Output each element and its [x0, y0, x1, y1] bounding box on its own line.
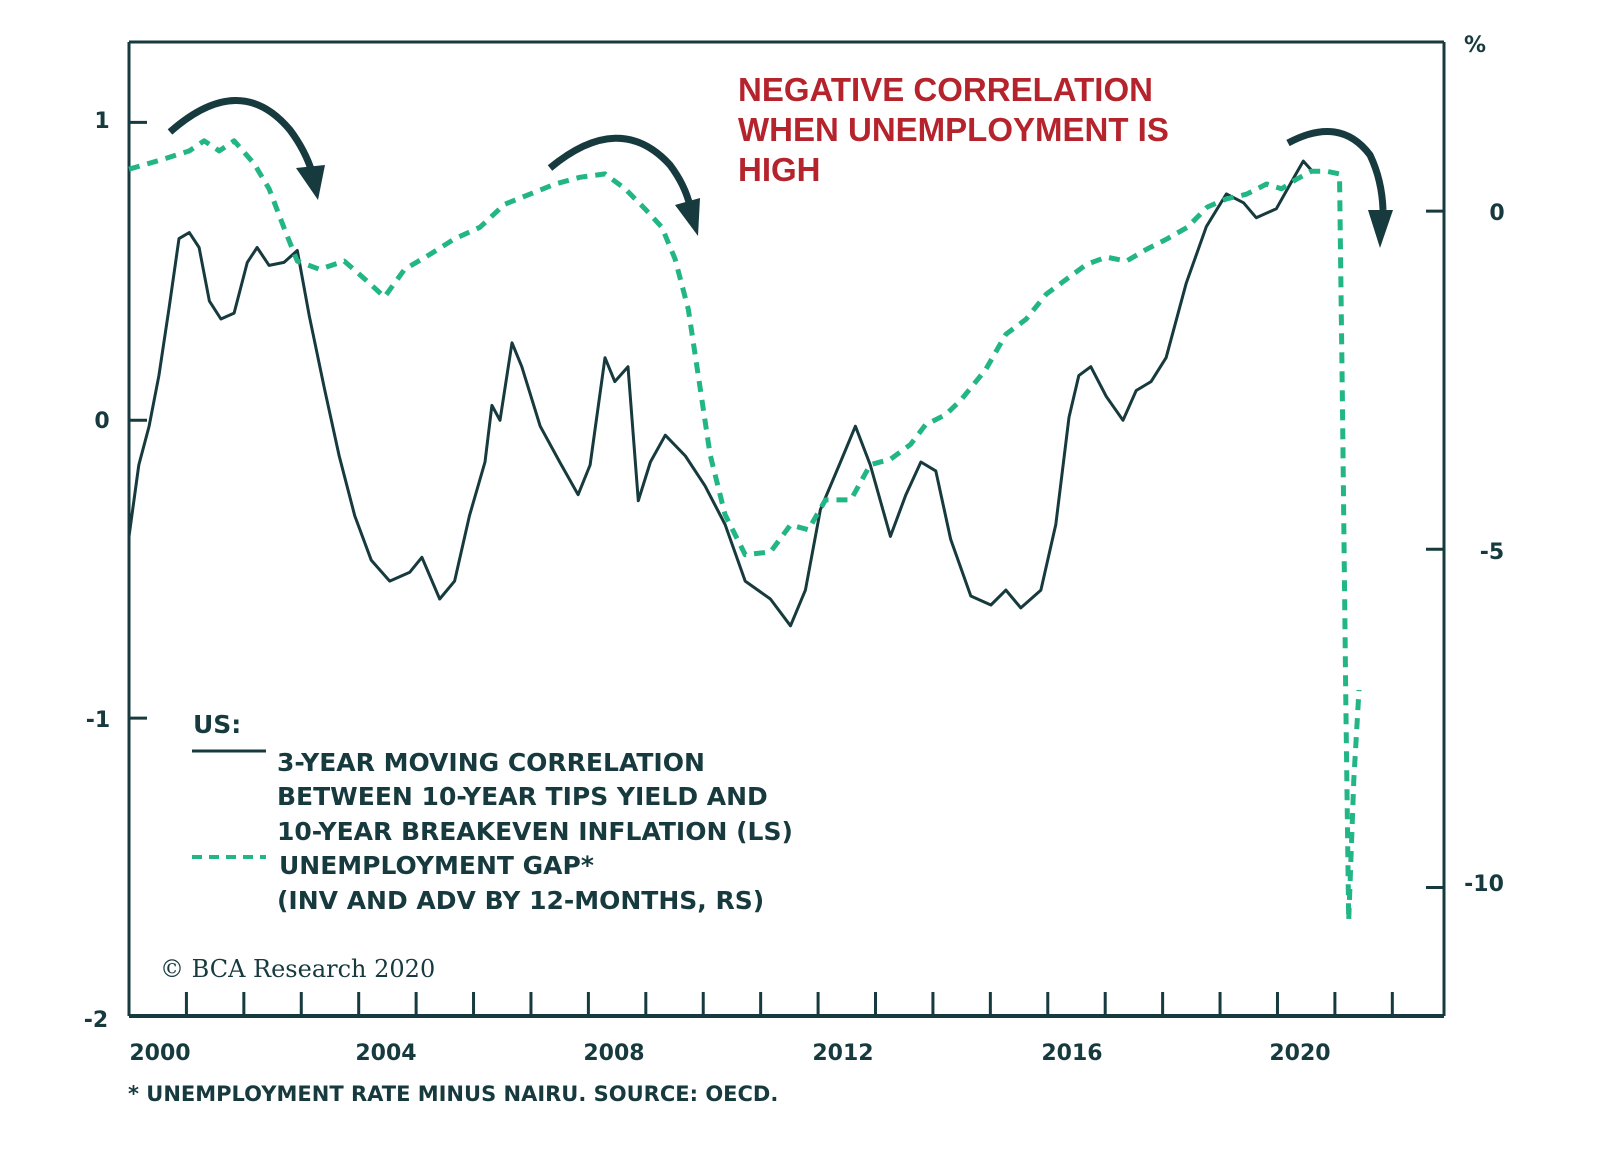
left-tick-labels: 1 0 -1 -2	[84, 109, 110, 1033]
legend-entry-line: 3-YEAR MOVING CORRELATION	[277, 748, 705, 777]
x-tick-label: 2004	[355, 1041, 416, 1066]
right-axis-ticks	[1426, 209, 1444, 889]
curved-arrow-icon	[167, 97, 325, 200]
left-axis-ticks	[129, 120, 147, 1018]
left-tick-label: -2	[84, 1008, 108, 1033]
annotation-text: NEGATIVE CORRELATION WHEN UNEMPLOYMENT I…	[738, 71, 1169, 188]
annotation-line: NEGATIVE CORRELATION	[738, 71, 1153, 108]
x-tick-labels: 2000 2004 2008 2012 2016 2020	[129, 1041, 1330, 1066]
unemployment-gap-line	[128, 138, 1362, 924]
right-tick-labels: 0 -5 -10	[1464, 201, 1505, 897]
x-minor-ticks	[184, 992, 1394, 1016]
footnote: * UNEMPLOYMENT RATE MINUS NAIRU. SOURCE:…	[128, 1082, 778, 1106]
left-tick-label: 1	[94, 109, 109, 134]
annotation-arrows	[167, 97, 1393, 248]
credit-text: © BCA Research 2020	[160, 955, 435, 983]
x-tick-label: 2020	[1269, 1041, 1330, 1066]
right-tick-label: -10	[1464, 872, 1504, 897]
x-tick-label: 2000	[129, 1041, 190, 1066]
legend-entry-line: UNEMPLOYMENT GAP*	[279, 851, 594, 880]
legend-entry-line: (INV AND ADV BY 12-MONTHS, RS)	[277, 886, 764, 915]
x-tick-label: 2016	[1041, 1041, 1102, 1066]
x-tick-label: 2008	[583, 1041, 644, 1066]
right-axis-unit-label: %	[1464, 33, 1486, 58]
curved-arrow-icon	[547, 134, 700, 236]
correlation-line	[127, 159, 1313, 628]
left-tick-label: -1	[86, 708, 110, 733]
legend-entry-line: 10-YEAR BREAKEVEN INFLATION (LS)	[277, 817, 793, 846]
annotation-line: HIGH	[738, 151, 821, 188]
curved-arrow-icon	[1286, 128, 1393, 248]
legend: US: 3-YEAR MOVING CORRELATION BETWEEN 10…	[192, 710, 793, 915]
series-layer	[127, 138, 1362, 924]
right-tick-label: -5	[1480, 540, 1504, 565]
right-tick-label: 0	[1489, 201, 1504, 226]
plot-frame	[127, 40, 1446, 1018]
legend-entry-line: BETWEEN 10-YEAR TIPS YIELD AND	[277, 782, 768, 811]
legend-title: US:	[193, 710, 241, 739]
annotation-line: WHEN UNEMPLOYMENT IS	[738, 111, 1169, 148]
x-tick-label: 2012	[812, 1041, 873, 1066]
left-tick-label: 0	[94, 409, 109, 434]
